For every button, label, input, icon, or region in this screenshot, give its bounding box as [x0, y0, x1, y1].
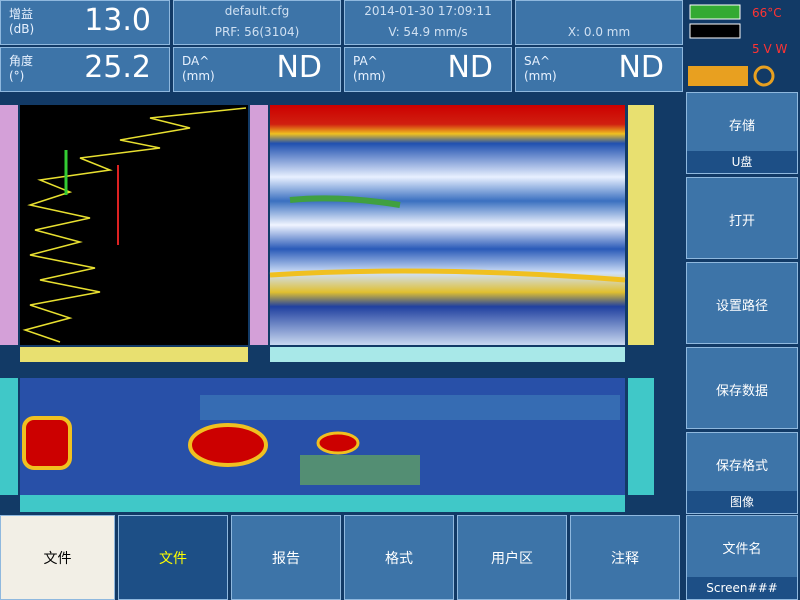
menu-label: 保存格式: [715, 459, 768, 474]
menu-button[interactable]: 保存数据: [686, 347, 798, 429]
measure-label: SA^ (mm): [524, 54, 557, 83]
menu-button[interactable]: 打开: [686, 177, 798, 259]
reading-label: 增益 (dB): [9, 7, 35, 36]
menu-button[interactable]: 存储 U盘: [686, 92, 798, 174]
menu-label: 文件名: [722, 542, 762, 557]
tab[interactable]: 文件: [118, 515, 228, 600]
menu-label: 打开: [728, 214, 755, 229]
measure-value: ND: [618, 50, 664, 85]
measure-label: PA^ (mm): [353, 54, 386, 83]
tab[interactable]: 用户区: [457, 515, 567, 600]
tab[interactable]: 报告: [231, 515, 341, 600]
tab[interactable]: 注释: [570, 515, 680, 600]
info-box: X: 0.0 mm: [515, 0, 683, 45]
measure-box: DA^ (mm) ND: [173, 47, 341, 92]
menu-button[interactable]: 保存格式 图像: [686, 432, 798, 514]
reading-label: 角度 (°): [9, 54, 34, 83]
reading-value: 13.0: [84, 3, 151, 38]
info-text: 2014-01-30 17:09:11: [364, 4, 492, 18]
menu-button[interactable]: 设置路径: [686, 262, 798, 344]
info-sub: V: 54.9 mm/s: [388, 25, 468, 39]
measure-value: ND: [447, 50, 493, 85]
reading: 角度 (°) 25.2: [0, 47, 170, 92]
measure-box: SA^ (mm) ND: [515, 47, 683, 92]
info-sub: PRF: 56(3104): [214, 25, 300, 39]
info-box: default.cfg PRF: 56(3104): [173, 0, 341, 45]
measure-value: ND: [276, 50, 322, 85]
info-sub: X: 0.0 mm: [567, 25, 631, 39]
menu-label: 设置路径: [715, 299, 768, 314]
status-temp: 66°C: [752, 6, 782, 20]
info-box: 2014-01-30 17:09:11 V: 54.9 mm/s: [344, 0, 512, 45]
tab[interactable]: 格式: [344, 515, 454, 600]
menu-button[interactable]: 文件名 Screen###: [686, 515, 798, 600]
reading-value: 25.2: [84, 50, 151, 85]
menu-sub: 图像: [687, 491, 797, 513]
menu-sub: U盘: [687, 151, 797, 173]
menu-label: 存储: [728, 119, 755, 134]
measure-label: DA^ (mm): [182, 54, 215, 83]
info-text: default.cfg: [224, 4, 290, 18]
reading: 增益 (dB) 13.0: [0, 0, 170, 45]
menu-label: 保存数据: [715, 384, 768, 399]
menu-sub: Screen###: [687, 577, 797, 599]
tab[interactable]: 文件: [0, 515, 115, 600]
status-power: 5 V W: [752, 42, 788, 56]
measure-box: PA^ (mm) ND: [344, 47, 512, 92]
